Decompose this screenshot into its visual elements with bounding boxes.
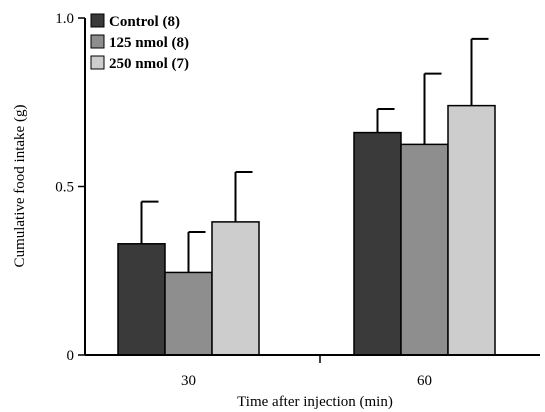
y-axis-title: Cumulative food intake (g) xyxy=(12,105,28,268)
bar xyxy=(400,143,449,356)
legend-label: 250 nmol (7) xyxy=(109,56,189,72)
legend-label: 125 nmol (8) xyxy=(109,35,189,51)
bar xyxy=(353,131,402,356)
bar xyxy=(164,271,213,356)
y-tick-label: 0.5 xyxy=(55,180,74,196)
y-ticks: 0 0.5 1.0 xyxy=(55,11,85,364)
y-tick-label: 1.0 xyxy=(55,11,74,27)
x-tick-label: 60 xyxy=(417,373,432,389)
legend-swatch xyxy=(90,55,105,70)
legend-swatch xyxy=(90,34,105,49)
bar xyxy=(447,104,496,356)
x-axis-title: Time after injection (min) xyxy=(237,394,393,410)
legend-label: Control (8) xyxy=(109,14,180,30)
legend: Control (8) 125 nmol (8) 250 nmol (7) xyxy=(90,13,189,72)
bar xyxy=(211,221,260,356)
x-ticks: 30 60 xyxy=(181,355,432,389)
legend-swatch xyxy=(90,13,105,28)
x-tick-label: 30 xyxy=(181,373,196,389)
bar xyxy=(117,243,166,356)
y-tick-label: 0 xyxy=(67,348,75,364)
plot-area xyxy=(117,37,496,356)
